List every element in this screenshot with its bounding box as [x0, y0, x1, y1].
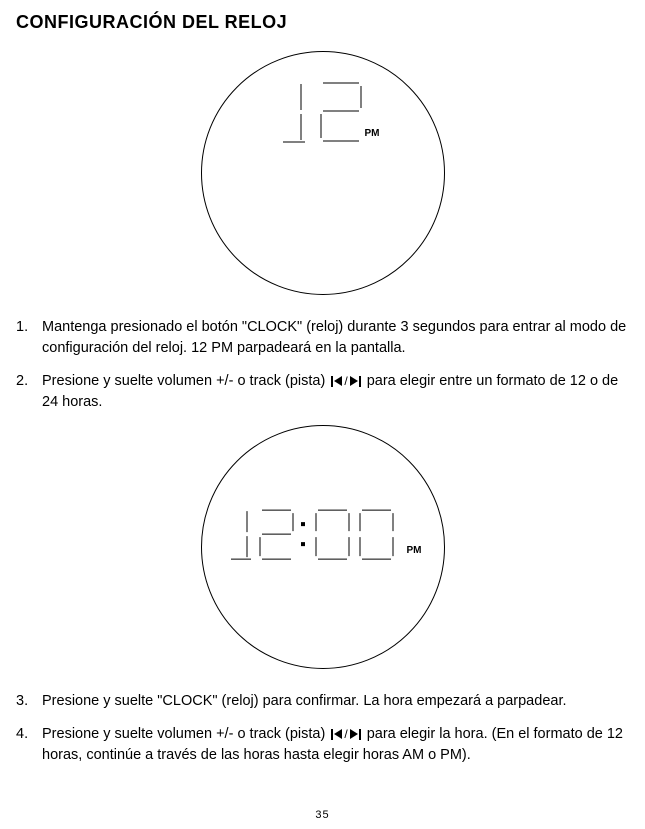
bar-icon [331, 729, 333, 740]
pm-label-1: PM [365, 128, 380, 139]
step-text-before: Presione y suelte volumen +/- o track (p… [42, 373, 329, 389]
bar-icon [359, 729, 361, 740]
step-text-before: Presione y suelte volumen +/- o track (p… [42, 726, 329, 742]
clock-face-2: PM [201, 425, 445, 669]
instruction-list: 1. Mantenga presionado el botón "CLOCK" … [16, 317, 629, 413]
slash-icon: / [344, 373, 347, 390]
page-title: CONFIGURACIÓN DEL RELOJ [16, 12, 629, 33]
step-text: Presione y suelte "CLOCK" (reloj) para c… [42, 691, 629, 712]
digits-12 [275, 80, 371, 146]
step-number: 2. [16, 371, 42, 413]
step-3: 3. Presione y suelte "CLOCK" (reloj) par… [16, 691, 629, 712]
clock-face-1: PM [201, 51, 445, 295]
triangle-right-icon [350, 729, 358, 739]
bar-icon [331, 376, 333, 387]
pm-label-2: PM [407, 545, 422, 556]
digits-1200 [225, 508, 421, 562]
step-text: Presione y suelte volumen +/- o track (p… [42, 371, 629, 413]
step-2: 2. Presione y suelte volumen +/- o track… [16, 371, 629, 413]
step-number: 1. [16, 317, 42, 359]
step-1: 1. Mantenga presionado el botón "CLOCK" … [16, 317, 629, 359]
page-number: 35 [315, 809, 329, 821]
instruction-list-2: 3. Presione y suelte "CLOCK" (reloj) par… [16, 691, 629, 766]
clock-figure-2: PM [16, 425, 629, 669]
step-number: 4. [16, 724, 42, 766]
prev-next-icons: / [331, 373, 360, 390]
triangle-left-icon [334, 729, 342, 739]
step-number: 3. [16, 691, 42, 712]
triangle-right-icon [350, 376, 358, 386]
step-text: Mantenga presionado el botón "CLOCK" (re… [42, 317, 629, 359]
step-text: Presione y suelte volumen +/- o track (p… [42, 724, 629, 766]
clock-figure-1: PM [16, 51, 629, 295]
prev-next-icons: / [331, 726, 360, 743]
bar-icon [359, 376, 361, 387]
step-4: 4. Presione y suelte volumen +/- o track… [16, 724, 629, 766]
triangle-left-icon [334, 376, 342, 386]
slash-icon: / [344, 726, 347, 743]
